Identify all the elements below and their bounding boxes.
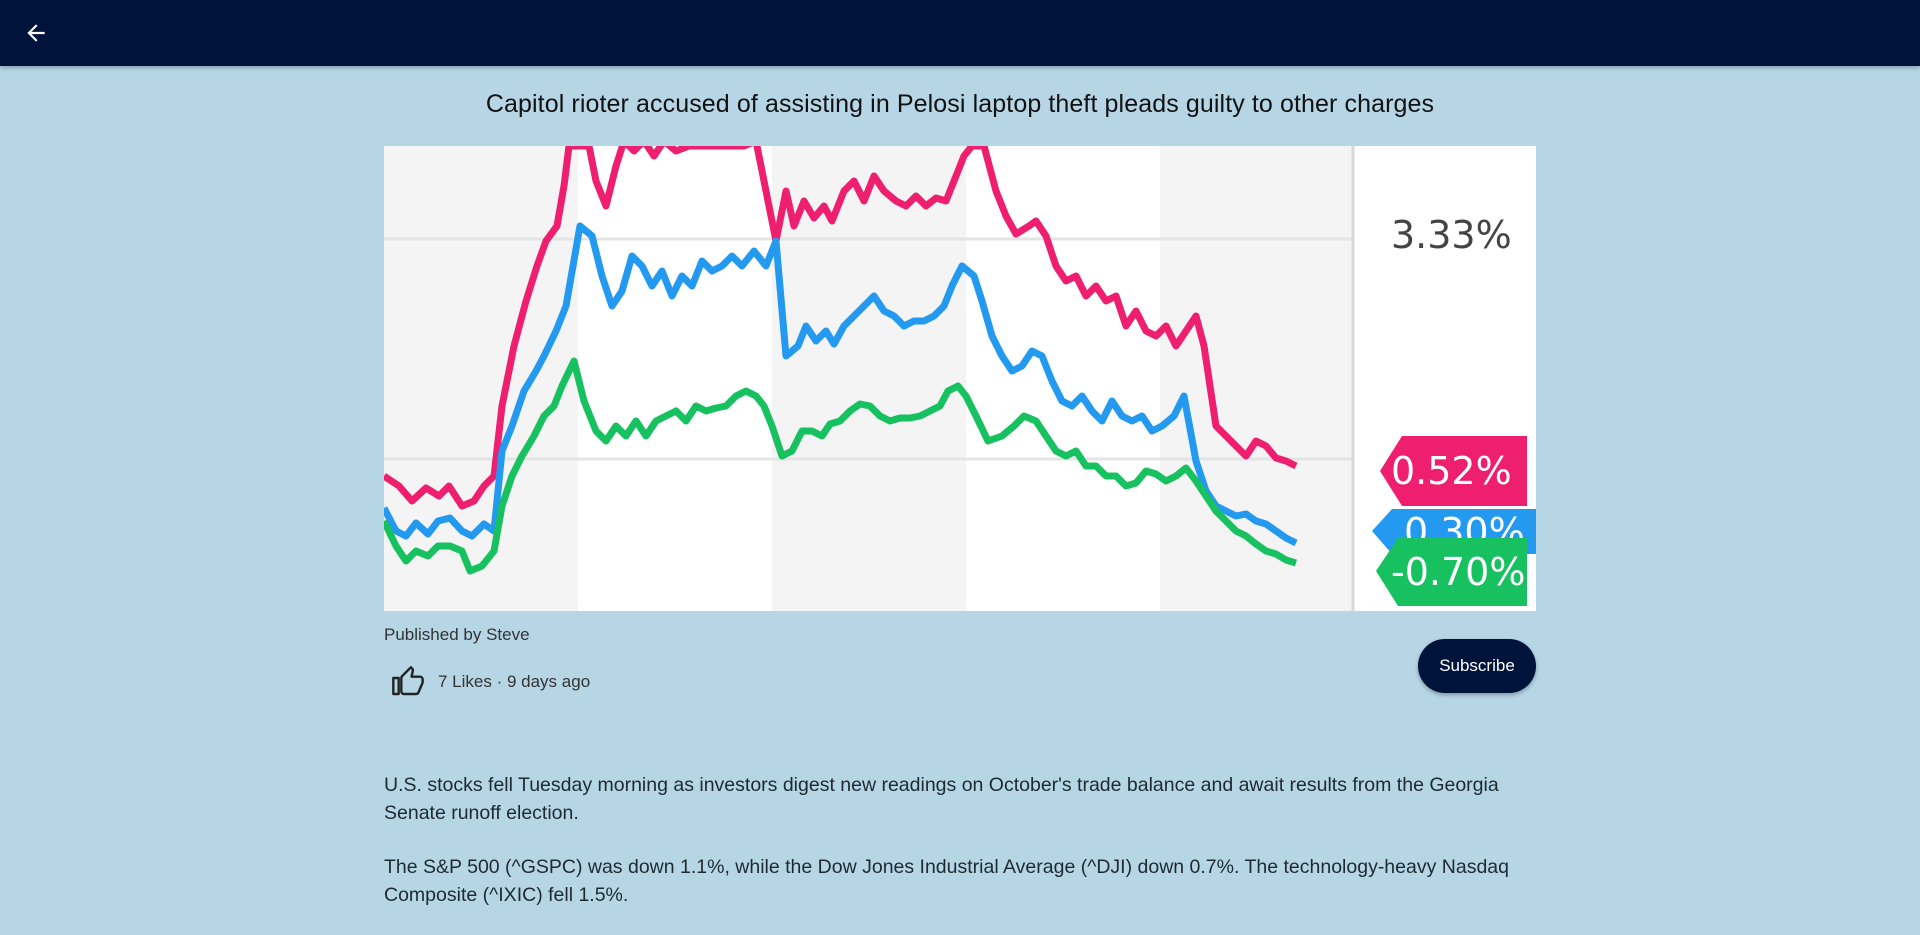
arrow-left-icon (27, 24, 45, 42)
article-title: Capitol rioter accused of assisting in P… (485, 90, 1435, 118)
likes-row: 7 Likes · 9 days ago (392, 666, 590, 698)
thumbs-up-icon (392, 666, 424, 696)
article-hero-image: 3.33% 0.30% 0.52% -0.70% (384, 146, 1536, 611)
subscribe-button[interactable]: Subscribe (1418, 639, 1536, 693)
article-body: U.S. stocks fell Tuesday morning as inve… (384, 771, 1544, 935)
article-paragraph: The S&P 500 (^GSPC) was down 1.1%, while… (384, 856, 1509, 906)
pink-line (384, 146, 1298, 510)
article-paragraph: U.S. stocks fell Tuesday morning as inve… (384, 774, 1499, 824)
publisher-label: Published by Steve (384, 625, 530, 644)
tag-green-label: -0.70% (1391, 550, 1525, 594)
blue-line (384, 222, 1298, 547)
tag-pink-label: 0.52% (1391, 449, 1512, 493)
green-line (384, 357, 1298, 575)
chart-top-label: 3.33% (1391, 213, 1512, 257)
like-button[interactable] (392, 666, 424, 698)
back-button[interactable] (18, 15, 54, 51)
top-app-bar (0, 0, 1920, 66)
likes-meta: 7 Likes · 9 days ago (438, 672, 591, 691)
